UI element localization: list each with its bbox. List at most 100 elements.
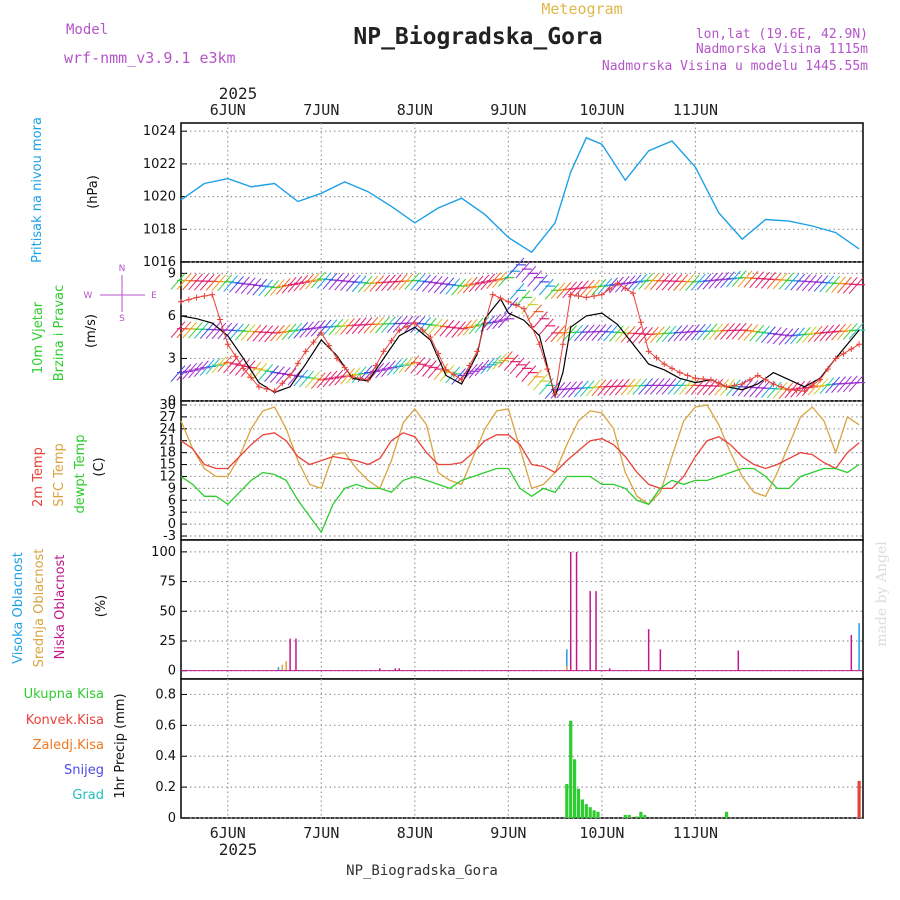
- wind-barb: [275, 324, 291, 341]
- precip-tick-label: 0: [168, 811, 176, 826]
- wind-barb: [258, 364, 274, 381]
- wind-barb: [544, 283, 560, 300]
- wind-barb: [310, 271, 326, 289]
- wind-barb: [585, 279, 601, 296]
- day-label-top: 9JUN: [490, 101, 526, 119]
- wind-barb: [363, 316, 379, 334]
- wind-barb: [831, 276, 846, 293]
- wind-barb: [685, 378, 700, 395]
- wind-barb: [538, 318, 554, 336]
- wind-barb: [848, 375, 864, 392]
- wind-barb: [731, 322, 747, 340]
- wind-barb: [585, 379, 601, 397]
- wind-barb: [743, 324, 759, 341]
- wind-barb: [848, 322, 864, 340]
- gust-marker: [216, 316, 223, 323]
- wind-barb: [848, 277, 864, 295]
- day-label-top: 6JUN: [210, 101, 246, 119]
- wind-barb: [573, 280, 589, 298]
- wind-barb: [585, 324, 601, 342]
- wind-barb: [410, 356, 426, 374]
- wind-barb: [533, 311, 548, 329]
- wind-barb: [784, 273, 800, 291]
- cloud-axis-mid: Srednja Oblacnost: [32, 549, 47, 668]
- wind-axis-name-2: Brzina i Pravac: [52, 285, 67, 382]
- elevation-label: Nadmorska Visina 1115m: [696, 42, 868, 57]
- wind-barb: [503, 354, 519, 371]
- wind-barb: [685, 274, 700, 292]
- wind-barb: [819, 324, 835, 342]
- gust-marker: [669, 365, 676, 372]
- wind-barb: [509, 283, 525, 300]
- chart-panels: 6JUN 6JUN 7JUN 7JUN 8JUN 8JUN 9JUN 9JUN 10JUN 10J…: [143, 101, 866, 842]
- gust-marker: [708, 376, 715, 383]
- wind-barb: [813, 325, 829, 342]
- model-elevation-label: Nadmorska Visina u modelu 1445.55m: [602, 59, 868, 74]
- gust-marker: [528, 323, 535, 330]
- wind-barb: [702, 323, 718, 341]
- gust-marker: [614, 280, 621, 287]
- wind-barb: [194, 273, 209, 291]
- wind-barb: [270, 366, 285, 383]
- wind-barb: [369, 316, 385, 334]
- wind-barb: [229, 323, 244, 341]
- day-label-bottom: 11JUN: [673, 824, 718, 842]
- gust-marker: [591, 293, 598, 300]
- wind-gust-markers: [178, 280, 863, 397]
- wind-barb: [474, 274, 490, 292]
- wind-barb: [305, 320, 320, 338]
- gust-marker: [310, 339, 317, 346]
- gust-marker: [372, 362, 379, 369]
- wind-barb: [626, 274, 642, 292]
- wind-barb: [509, 257, 525, 275]
- temp-axis-unit: (C): [92, 457, 107, 476]
- page-title: NP_Biogradska_Gora: [353, 24, 602, 50]
- wind-barb: [527, 304, 542, 321]
- wind-barb: [579, 279, 595, 297]
- gust-marker: [770, 380, 777, 387]
- compass-south: S: [119, 314, 125, 324]
- wind-barb: [842, 375, 858, 393]
- wind-barb: [305, 272, 320, 290]
- wind-barb: [609, 276, 624, 294]
- temp-axis-dew: dewpt Temp: [73, 434, 88, 513]
- wind-barb: [597, 324, 613, 342]
- wind-barb: [749, 324, 765, 342]
- temp-tick-label: 21: [159, 434, 176, 449]
- wind-barb: [392, 357, 408, 375]
- wind-barb: [345, 317, 361, 335]
- wind-barb: [246, 324, 262, 342]
- wind-barb: [597, 278, 613, 295]
- gust-marker: [240, 365, 247, 372]
- wind-barb: [176, 321, 192, 339]
- pressure-tick-label: 1018: [143, 222, 176, 237]
- wind-barb: [755, 271, 770, 289]
- wind-barb: [194, 322, 209, 339]
- cloud-axis-low: Niska Oblacnost: [53, 555, 68, 660]
- wind-barb: [281, 323, 297, 341]
- wind-barb: [690, 323, 706, 341]
- temp-tick-label: 6: [168, 493, 176, 508]
- wind-barb: [439, 277, 455, 295]
- wind-barb: [819, 377, 835, 395]
- gust-marker: [801, 388, 808, 395]
- wind-barb: [644, 273, 659, 290]
- cloud-axis-unit: (%): [94, 595, 109, 618]
- wind-barb: [591, 278, 607, 296]
- precip-bar: [588, 807, 592, 818]
- gust-marker: [630, 290, 637, 297]
- wind-barb: [538, 278, 554, 296]
- gust-marker: [676, 369, 683, 376]
- model-value: wrf-nmm_v3.9.1 e3km: [64, 49, 236, 67]
- wind-barb: [556, 281, 572, 299]
- wind-barb: [410, 273, 426, 291]
- wind-barb: [655, 378, 671, 395]
- wind-barb: [573, 324, 589, 342]
- wind-barb: [340, 318, 355, 335]
- wind-barb: [293, 274, 309, 292]
- wind-barb: [556, 381, 572, 399]
- wind-barb: [293, 369, 309, 387]
- wind-barb: [661, 378, 677, 395]
- wind-barb: [725, 322, 741, 340]
- wind-barb: [544, 325, 560, 343]
